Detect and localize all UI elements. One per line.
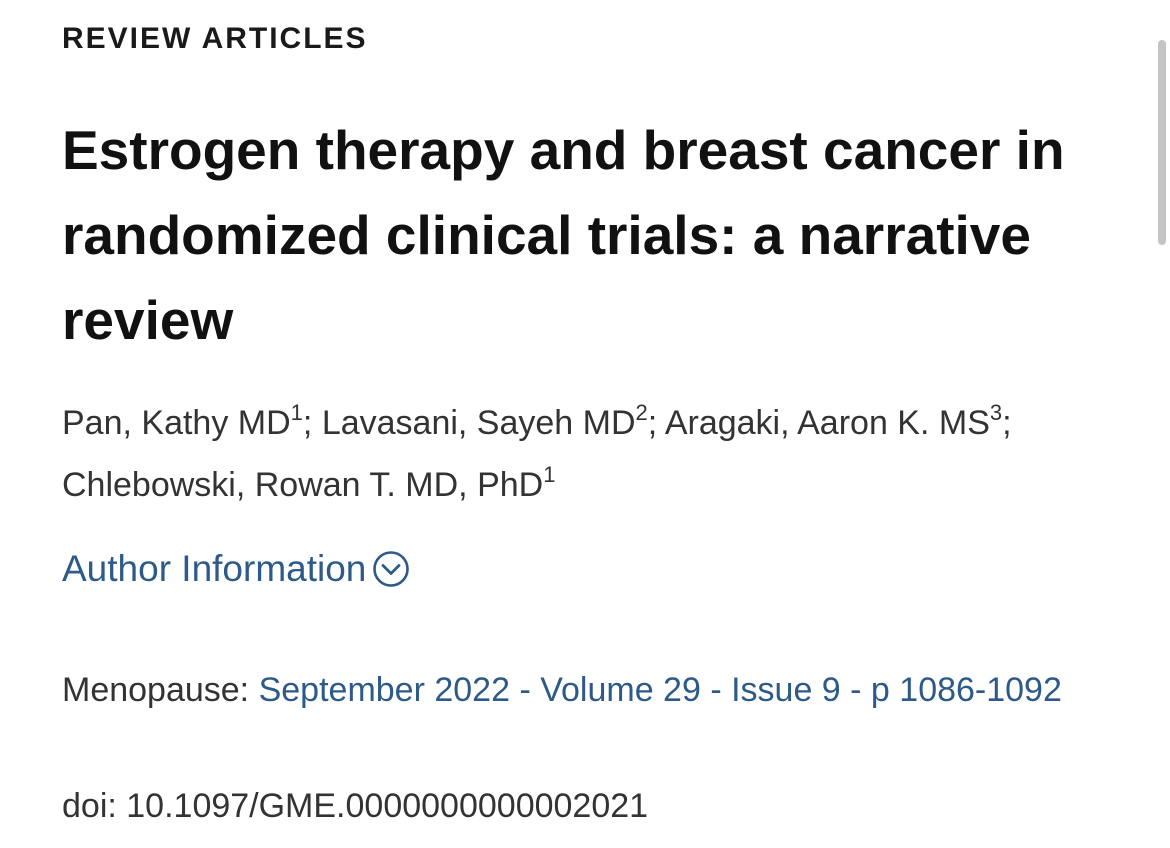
issue-link[interactable]: September 2022 - Volume 29 - Issue 9 - p…	[258, 671, 1062, 709]
doi: doi: 10.1097/GME.0000000000002021	[62, 787, 649, 825]
author-separator: ;	[1002, 404, 1012, 442]
scrollbar[interactable]	[1158, 40, 1166, 245]
author-name[interactable]: Pan, Kathy MD	[62, 404, 291, 442]
author-list: Pan, Kathy MD1; Lavasani, Sayeh MD2; Ara…	[62, 392, 1132, 516]
author-separator: ;	[302, 404, 322, 442]
author-affiliation-number: 2	[635, 400, 648, 425]
chevron-down-circle-icon	[373, 551, 410, 587]
author-affiliation-number: 3	[989, 400, 1003, 425]
author-name[interactable]: Aragaki, Aaron K. MS	[664, 404, 990, 442]
article-title: Estrogen therapy and breast cancer in ra…	[62, 119, 1065, 351]
journal-name: Menopause:	[62, 671, 259, 709]
author-separator: ;	[647, 404, 665, 442]
author-information-label: Author Information	[62, 548, 367, 589]
author-affiliation-number: 1	[290, 400, 303, 425]
author-information-toggle[interactable]: Author Information	[62, 548, 410, 590]
author-name[interactable]: Lavasani, Sayeh MD	[321, 404, 636, 442]
author-name[interactable]: Chlebowski, Rowan T. MD, PhD	[62, 466, 544, 504]
author-affiliation-number: 1	[543, 462, 556, 487]
section-label: REVIEW ARTICLES	[62, 22, 368, 55]
citation: Menopause: September 2022 - Volume 29 - …	[62, 662, 1132, 718]
